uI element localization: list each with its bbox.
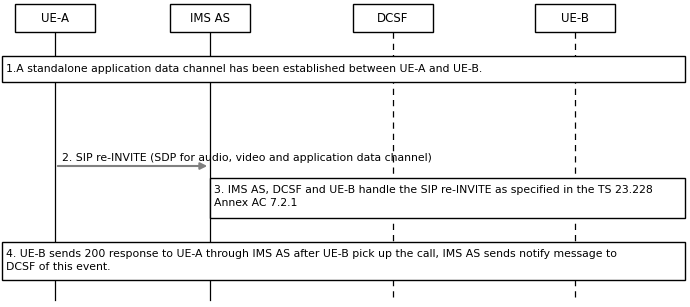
Text: 3. IMS AS, DCSF and UE-B handle the SIP re-INVITE as specified in the TS 23.228
: 3. IMS AS, DCSF and UE-B handle the SIP … (214, 185, 653, 208)
Text: 2. SIP re-INVITE (SDP for audio, video and application data channel): 2. SIP re-INVITE (SDP for audio, video a… (62, 153, 432, 163)
Text: 1.A standalone application data channel has been established between UE-A and UE: 1.A standalone application data channel … (6, 64, 482, 74)
Bar (2, 242, 685, 280)
Bar (15, 4, 95, 32)
Text: 4. UE-B sends 200 response to UE-A through IMS AS after UE-B pick up the call, I: 4. UE-B sends 200 response to UE-A throu… (6, 249, 617, 272)
Text: IMS AS: IMS AS (190, 11, 230, 25)
Bar (210, 178, 685, 218)
Text: DCSF: DCSF (377, 11, 408, 25)
Bar (353, 4, 433, 32)
Bar (170, 4, 250, 32)
Text: UE-A: UE-A (41, 11, 69, 25)
Bar (535, 4, 615, 32)
Text: UE-B: UE-B (561, 11, 589, 25)
Bar (2, 56, 685, 82)
